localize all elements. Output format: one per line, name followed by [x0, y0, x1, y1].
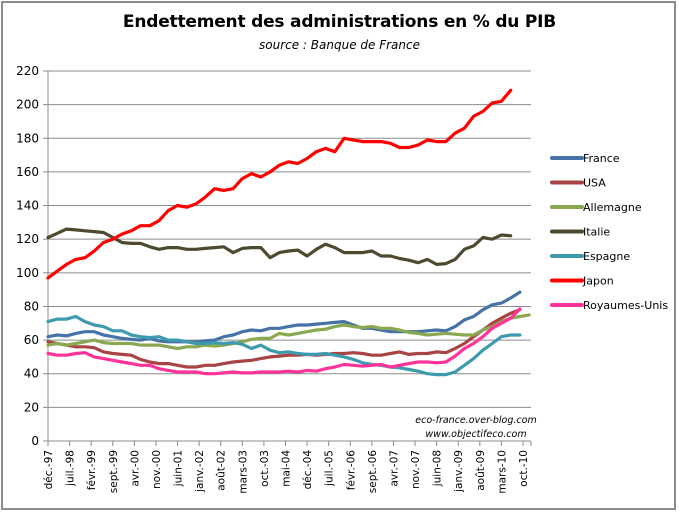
y-tick-label: 0 [31, 434, 39, 448]
credit-line-1: eco-france.over-blog.com [415, 415, 536, 426]
series-line-espagne [46, 314, 522, 377]
series-line-italie [46, 227, 513, 266]
y-tick-label: 180 [16, 131, 39, 145]
x-tick-label: mars-10 [496, 450, 508, 494]
x-tick-label: juil.-05 [324, 450, 336, 487]
y-tick-label: 100 [16, 266, 39, 280]
series-line-japon [46, 88, 513, 280]
y-tick-label: 160 [16, 165, 39, 179]
legend-label-italie: Italie [583, 226, 610, 239]
y-tick-label: 140 [16, 199, 39, 213]
x-tick-label: déc.-04 [302, 450, 314, 490]
y-tick-label: 40 [24, 367, 39, 381]
x-tick-label: août-09 [475, 450, 487, 491]
x-tick-label: sept.-99 [108, 450, 120, 493]
x-tick-label: janv.-02 [194, 450, 206, 493]
y-tick-label: 20 [24, 400, 39, 414]
x-tick-label: déc.-97 [43, 450, 55, 489]
y-tick-label: 60 [24, 333, 39, 347]
x-tick-label: sept.-06 [367, 450, 379, 494]
legend-label-france: France [583, 152, 620, 165]
credit-line-2: www.objectifeco.com [425, 429, 526, 440]
legend-label-allemagne: Allemagne [583, 201, 642, 214]
series-line-france [46, 290, 522, 344]
chart-subtitle: source : Banque de France [259, 38, 420, 52]
x-tick-label: juin-08 [432, 450, 444, 487]
x-tick-label: janv.-09 [453, 450, 465, 493]
y-tick-label: 80 [24, 299, 39, 313]
series-line-usa [46, 308, 522, 369]
x-tick-label: mai-04 [281, 450, 293, 487]
chart-title: Endettement des administrations en % du … [122, 12, 557, 32]
series-layer [46, 88, 531, 377]
y-tick-label: 220 [16, 64, 39, 78]
x-tick-label: nov.-07 [410, 450, 422, 489]
legend: France USA Allemagne Italie Espagne Japon Roya… [550, 152, 668, 312]
x-tick-label: août-02 [216, 450, 228, 491]
x-tick-label: juil.-98 [65, 450, 77, 487]
axis-layer: 0 20 40 60 80 100 120 140 160 180 200 220 déc.-97 jui… [16, 64, 532, 494]
x-tick-label: mars-03 [237, 450, 249, 494]
x-tick-label: oct.-03 [259, 450, 271, 487]
series-line-allemagne [46, 313, 531, 351]
x-tick-label: juin-01 [173, 450, 185, 487]
grid-layer [48, 70, 531, 408]
legend-label-japon: Japon [582, 275, 614, 288]
x-tick-label: avr.-07 [388, 450, 400, 487]
x-tick-label: févr.-06 [345, 450, 357, 491]
y-tick-label: 200 [16, 98, 39, 112]
x-tick-label: févr.-99 [86, 450, 98, 490]
x-tick-label: oct.-10 [518, 450, 530, 487]
legend-label-royaumes-unis: Royaumes-Unis [583, 299, 668, 312]
legend-label-espagne: Espagne [583, 250, 630, 263]
x-tick-label: nov.-00 [151, 450, 163, 489]
series-line-royaumes-unis [46, 307, 522, 376]
y-tick-label: 120 [16, 232, 39, 246]
x-tick-label: avr.-00 [129, 450, 141, 487]
legend-label-usa: USA [583, 177, 606, 190]
